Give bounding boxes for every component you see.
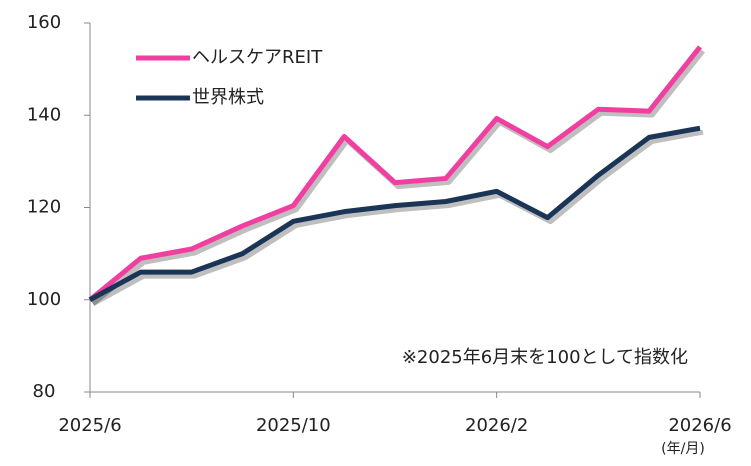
x-tick-label: 2026/2	[465, 415, 528, 436]
line-shadow	[91, 49, 705, 306]
x-tick-label: 2026/6	[668, 415, 731, 436]
y-tick-label: 80	[33, 381, 56, 402]
x-unit-label: (年/月)	[661, 441, 705, 457]
y-tick-label: 140	[27, 104, 61, 125]
line	[88, 125, 701, 302]
annotation: ※2025年6月末を100として指数化	[402, 347, 688, 368]
legend-label: ヘルスケアREIT	[192, 47, 323, 68]
line-shadow	[91, 129, 704, 306]
line	[88, 45, 702, 302]
x-tick-label: 2025/10	[256, 415, 331, 436]
y-tick-label: 120	[27, 197, 61, 218]
y-tick-label: 160	[27, 12, 61, 33]
legend-label: 世界株式	[192, 87, 264, 108]
y-tick-label: 100	[27, 289, 61, 310]
x-tick-label: 2025/6	[58, 415, 121, 436]
